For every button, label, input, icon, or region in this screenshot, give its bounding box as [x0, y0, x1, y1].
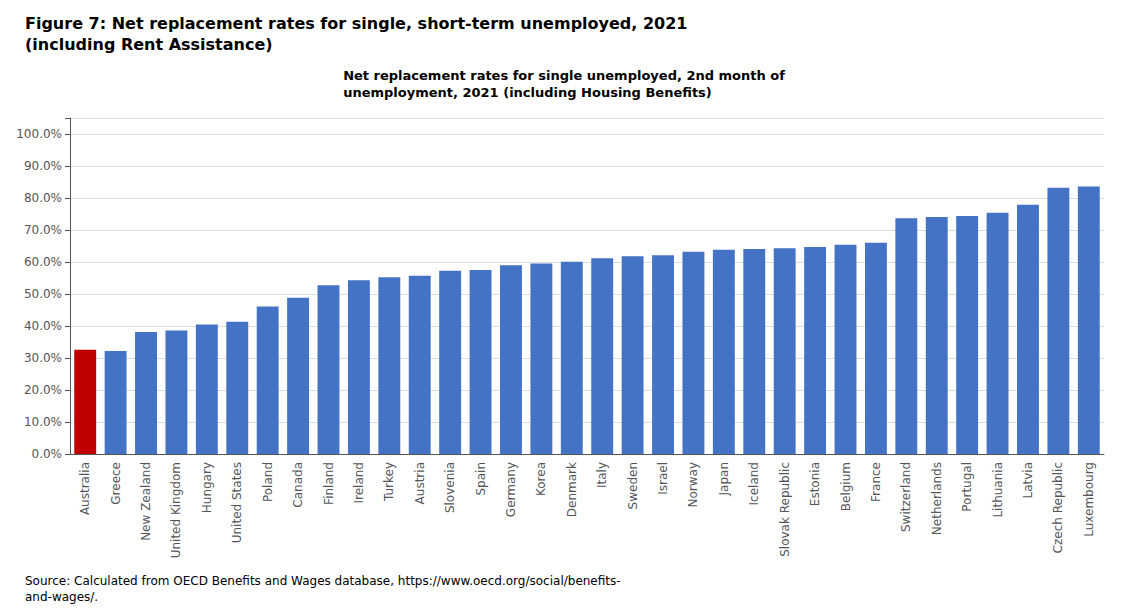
svg-text:Lithuania: Lithuania	[991, 462, 1005, 518]
svg-text:Net replacement rates for sing: Net replacement rates for single unemplo…	[343, 68, 785, 83]
svg-text:70.0%: 70.0%	[24, 223, 62, 237]
svg-text:Figure 7: Net replacement rate: Figure 7: Net replacement rates for sing…	[25, 14, 687, 33]
svg-text:Japan: Japan	[717, 462, 731, 496]
svg-text:Spain: Spain	[474, 462, 488, 496]
svg-text:(including Rent Assistance): (including Rent Assistance)	[25, 35, 273, 54]
svg-text:Hungary: Hungary	[200, 462, 214, 513]
svg-text:Slovak Republic: Slovak Republic	[778, 462, 792, 557]
svg-text:Latvia: Latvia	[1021, 462, 1035, 499]
svg-text:50.0%: 50.0%	[24, 287, 62, 301]
svg-text:30.0%: 30.0%	[24, 351, 62, 365]
svg-text:Denmark: Denmark	[565, 462, 579, 517]
svg-text:Korea: Korea	[534, 462, 548, 496]
svg-text:Canada: Canada	[291, 462, 305, 508]
svg-text:Norway: Norway	[686, 462, 700, 508]
svg-text:90.0%: 90.0%	[24, 159, 62, 173]
svg-text:Finland: Finland	[322, 462, 336, 505]
svg-text:Italy: Italy	[595, 462, 609, 488]
svg-text:0.0%: 0.0%	[32, 447, 63, 461]
svg-text:unemployment, 2021 (including: unemployment, 2021 (including Housing Be…	[343, 85, 712, 100]
svg-text:Iceland: Iceland	[747, 462, 761, 505]
svg-text:France: France	[869, 462, 883, 502]
svg-text:Ireland: Ireland	[352, 462, 366, 504]
svg-text:New Zealand: New Zealand	[139, 462, 153, 541]
svg-text:Portugal: Portugal	[960, 462, 974, 512]
svg-text:United Kingdom: United Kingdom	[169, 462, 183, 558]
svg-text:Netherlands: Netherlands	[930, 462, 944, 535]
svg-text:Source: Calculated from OECD B: Source: Calculated from OECD Benefits an…	[25, 574, 621, 588]
svg-text:Turkey: Turkey	[382, 462, 396, 502]
svg-text:and-wages/.: and-wages/.	[25, 590, 98, 604]
svg-text:Luxembourg: Luxembourg	[1082, 462, 1096, 537]
svg-text:Sweden: Sweden	[626, 462, 640, 509]
svg-text:Israel: Israel	[656, 462, 670, 495]
svg-text:20.0%: 20.0%	[24, 383, 62, 397]
svg-text:Switzerland: Switzerland	[899, 462, 913, 532]
svg-text:Estonia: Estonia	[808, 462, 822, 506]
svg-text:Germany: Germany	[504, 462, 518, 517]
svg-text:40.0%: 40.0%	[24, 319, 62, 333]
svg-text:10.0%: 10.0%	[24, 415, 62, 429]
svg-text:Belgium: Belgium	[839, 462, 853, 511]
svg-text:Greece: Greece	[109, 462, 123, 505]
svg-text:Slovenia: Slovenia	[443, 462, 457, 513]
svg-text:Czech Republic: Czech Republic	[1051, 462, 1065, 553]
svg-text:80.0%: 80.0%	[24, 191, 62, 205]
svg-text:Austria: Austria	[413, 462, 427, 504]
svg-text:Australia: Australia	[78, 462, 92, 515]
svg-text:United States: United States	[230, 462, 244, 543]
svg-text:100.0%: 100.0%	[16, 127, 62, 141]
svg-text:Poland: Poland	[261, 462, 275, 502]
svg-text:60.0%: 60.0%	[24, 255, 62, 269]
